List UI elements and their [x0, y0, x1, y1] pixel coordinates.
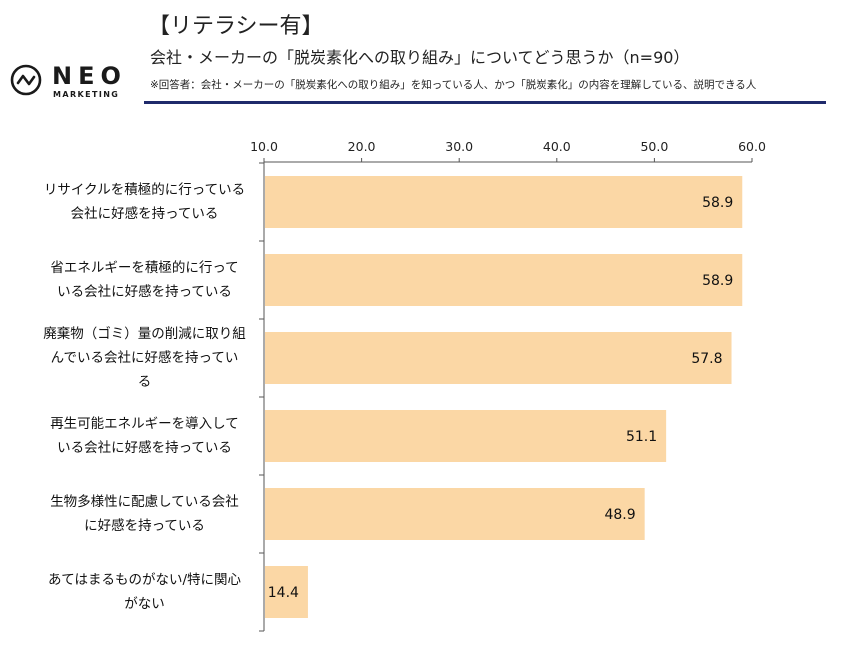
x-tick-label: 60.0: [738, 139, 766, 154]
bar: [265, 488, 645, 540]
header-divider: [144, 101, 826, 104]
bar: [265, 410, 667, 462]
category-label-line: がない: [124, 596, 165, 612]
x-tick-label: 50.0: [640, 139, 668, 154]
bar-value-label: 58.9: [702, 273, 733, 289]
bar: [265, 254, 743, 306]
category-label-line: に好感を持っている: [84, 518, 205, 534]
neo-marketing-logo: NEO MARKETING: [10, 62, 128, 102]
category-label-line: リサイクルを積極的に行っている: [43, 182, 246, 198]
category-label-line: あてはまるものがない/特に関心: [47, 572, 241, 588]
bar: [265, 332, 732, 384]
bar: [265, 176, 743, 228]
category-label-line: 生物多様性に配慮している会社: [50, 494, 239, 510]
logo-name: NEO: [52, 62, 127, 90]
category-label: リサイクルを積極的に行っている 会社に好感を持っている: [32, 178, 257, 226]
respondent-note: ※回答者：会社・メーカーの「脱炭素化への取り組み」を知っている人、かつ「脱炭素化…: [150, 79, 757, 91]
bar: [265, 566, 308, 618]
category-label: 生物多様性に配慮している会社 に好感を持っている: [32, 490, 257, 538]
chart-subtitle: 会社・メーカーの「脱炭素化への取り組み」についてどう思うか（n=90）: [150, 48, 690, 67]
bar-value-label: 14.4: [268, 585, 299, 601]
category-label-line: 会社に好感を持っている: [70, 206, 219, 222]
category-label-line: いる会社に好感を持っている: [57, 284, 232, 300]
logo-wave-icon: [10, 64, 42, 96]
bar-value-label: 57.8: [691, 351, 722, 367]
category-label-line: 省エネルギーを積極的に行って: [50, 260, 239, 276]
category-label-line: 再生可能エネルギーを導入して: [50, 416, 239, 432]
bar-value-label: 48.9: [604, 507, 635, 523]
category-label: 省エネルギーを積極的に行って いる会社に好感を持っている: [32, 256, 257, 304]
bar-value-label: 51.1: [626, 429, 657, 445]
x-tick-label: 30.0: [445, 139, 473, 154]
x-tick-label: 40.0: [543, 139, 571, 154]
x-tick-label: 10.0: [250, 139, 278, 154]
bar-value-label: 58.9: [702, 195, 733, 211]
category-label-line: んでいる会社に好感を持ってい: [50, 350, 239, 366]
category-label: 廃棄物（ゴミ）量の削減に取り組 んでいる会社に好感を持っている: [32, 322, 257, 394]
logo-tagline: MARKETING: [53, 90, 120, 99]
category-label: 再生可能エネルギーを導入して いる会社に好感を持っている: [32, 412, 257, 460]
page-title: 【リテラシー有】: [148, 14, 324, 39]
category-label: あてはまるものがない/特に関心 がない: [32, 568, 257, 616]
category-label-line: 廃棄物（ゴミ）量の削減に取り組: [43, 326, 246, 342]
category-label-line: る: [137, 374, 152, 390]
x-tick-label: 20.0: [348, 139, 376, 154]
category-label-line: いる会社に好感を持っている: [57, 440, 232, 456]
